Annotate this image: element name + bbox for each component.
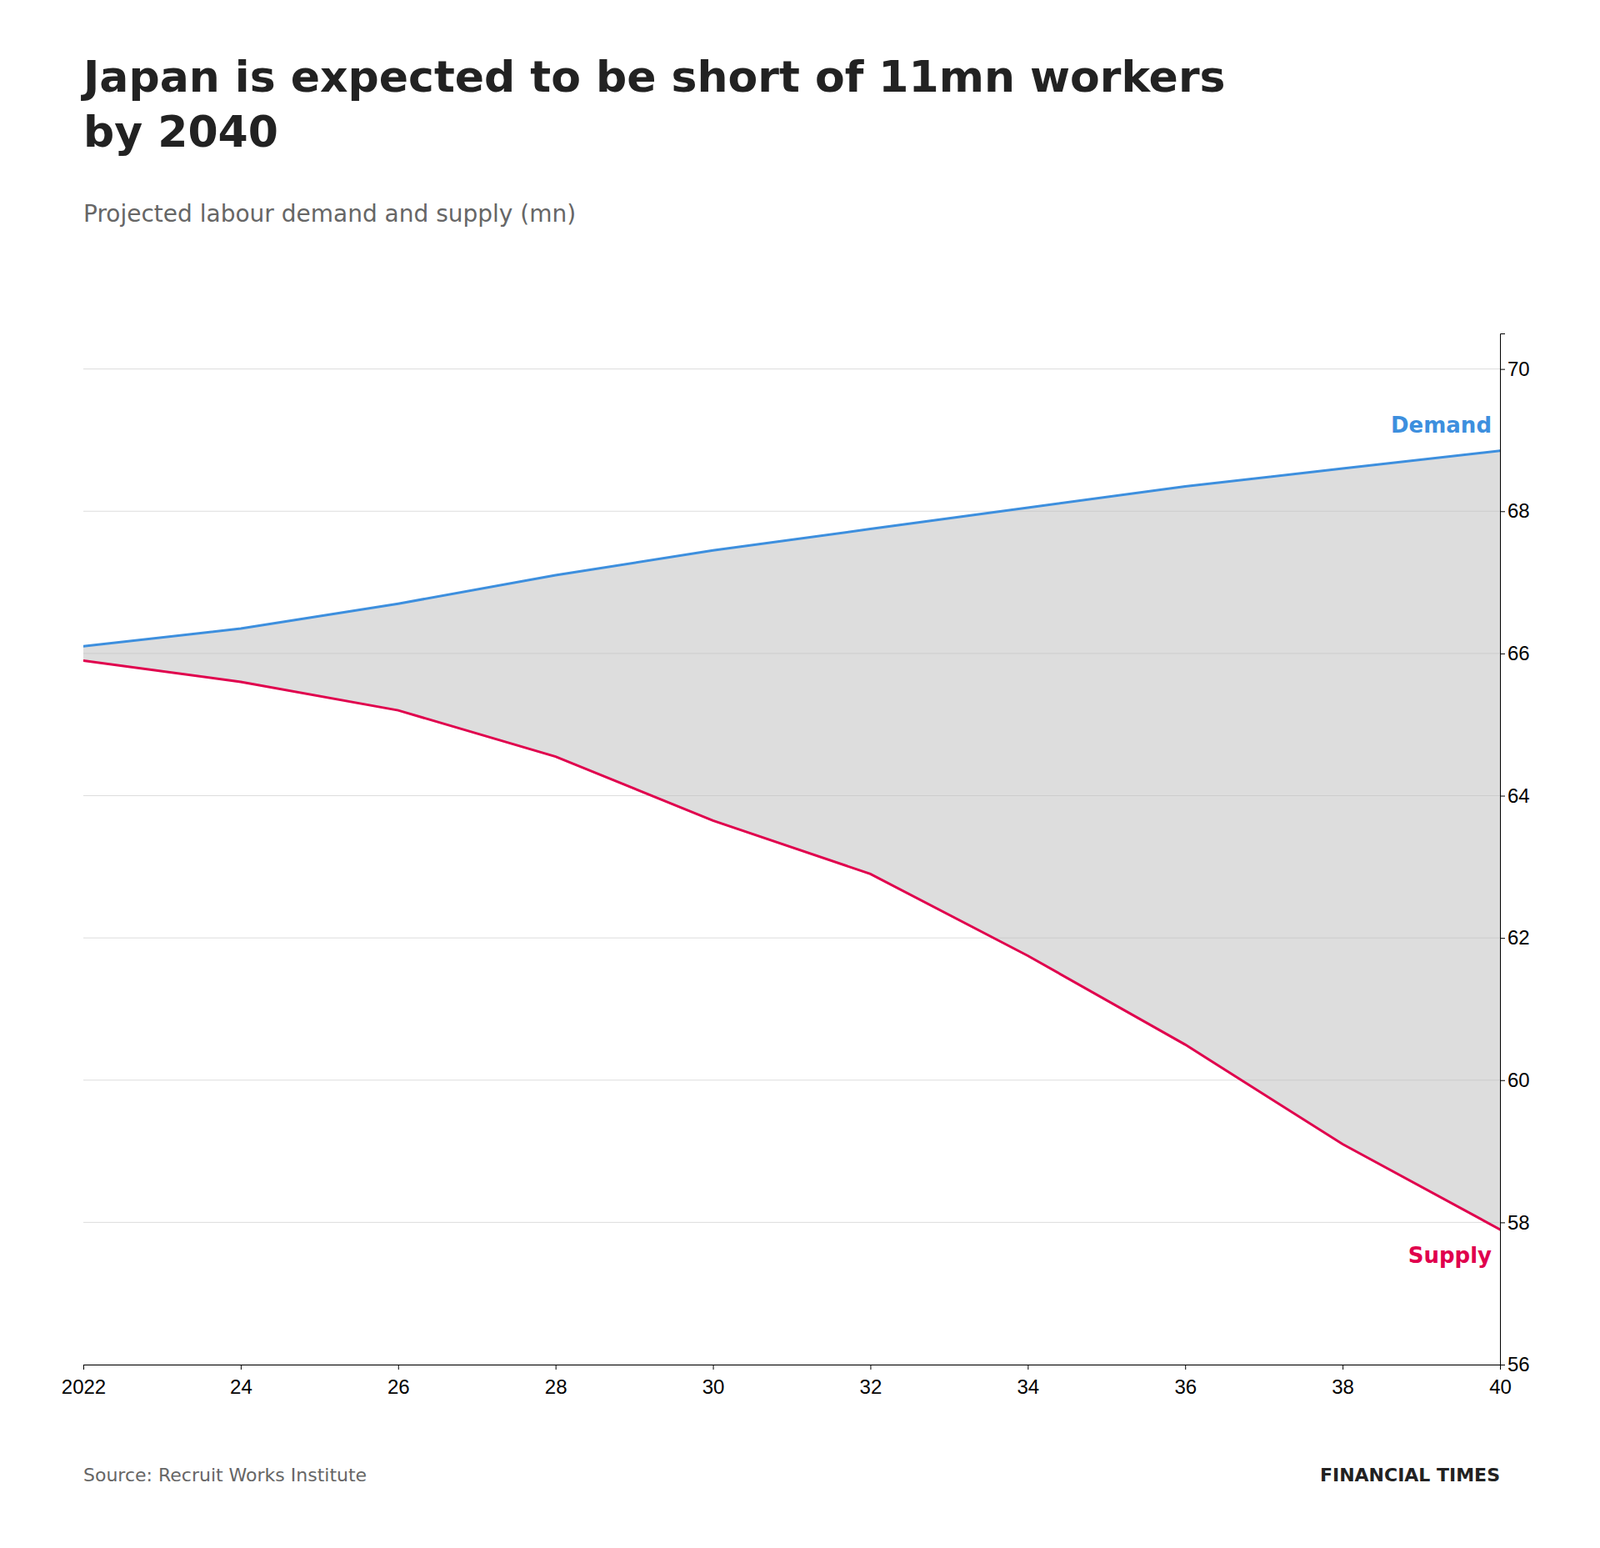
y-tick: 68 [1500, 499, 1530, 522]
x-tick-label: 24 [230, 1375, 253, 1398]
grid-line [83, 1221, 1500, 1223]
series-line [83, 660, 1500, 1229]
y-tick-mark [1500, 1080, 1505, 1081]
x-tick-mark [1027, 1364, 1029, 1370]
x-tick-mark [713, 1364, 715, 1370]
x-axis: 2022 24 26 28 30 32 34 36 38 40 [61, 1364, 1512, 1398]
y-tick: 62 [1500, 925, 1530, 949]
y-tick-label: 66 [1507, 641, 1530, 665]
y-tick-label: 56 [1507, 1352, 1530, 1375]
series-label: Supply [1408, 1242, 1492, 1268]
x-tick: 30 [702, 1364, 725, 1398]
x-tick-mark [83, 1364, 85, 1370]
y-tick-mark [1500, 795, 1505, 797]
marks [83, 450, 1500, 1230]
x-tick: 28 [545, 1364, 568, 1398]
y-tick-mark [1500, 510, 1505, 512]
y-tick: 60 [1500, 1068, 1530, 1091]
y-tick-mark [1500, 653, 1505, 655]
grid-line [83, 368, 1500, 370]
y-tick-label: 60 [1507, 1068, 1530, 1091]
x-tick-label: 38 [1331, 1375, 1355, 1398]
title-line: Japan is expected to be short of 11mn wo… [80, 51, 1225, 102]
y-tick: 70 [1500, 357, 1530, 380]
x-tick-label: 28 [545, 1375, 568, 1398]
x-tick-mark [398, 1364, 400, 1370]
subtitle: Projected labour demand and supply (mn) [83, 200, 576, 228]
x-tick-label: 32 [860, 1375, 883, 1398]
source: Source: Recruit Works Institute [83, 1464, 367, 1485]
y-axis: 56 58 60 62 64 66 68 70 [1500, 334, 1530, 1376]
x-tick: 32 [860, 1364, 883, 1398]
x-tick-label: 2022 [61, 1375, 106, 1398]
grid [83, 369, 1500, 1365]
x-tick-label: 34 [1016, 1375, 1040, 1398]
y-tick: 66 [1500, 641, 1530, 665]
y-tick-mark [1500, 369, 1505, 370]
y-tick-label: 70 [1507, 357, 1530, 380]
plot: 2022 24 26 28 30 32 34 36 38 4056 58 60 62 64 66 68 70 De… [61, 334, 1530, 1399]
chart: Japan is expected to be short of 11mn wo… [0, 0, 1600, 1548]
y-tick: 56 [1500, 1352, 1530, 1375]
x-tick-mark [870, 1364, 871, 1370]
x-tick-mark [240, 1364, 242, 1370]
x-tick-label: 36 [1174, 1375, 1197, 1398]
title: Japan is expected to be short of 11mn wo… [80, 51, 1225, 157]
x-tick-label: 26 [387, 1375, 410, 1398]
x-tick: 26 [387, 1364, 410, 1398]
series-line [83, 450, 1500, 647]
y-tick-label: 58 [1507, 1210, 1530, 1234]
y-tick-label: 64 [1507, 784, 1530, 807]
y-tick: 58 [1500, 1210, 1530, 1234]
y-tick-mark [1500, 937, 1505, 939]
series-labels: Demand Supply [1390, 412, 1492, 1268]
x-tick: 38 [1331, 1364, 1355, 1398]
x-tick: 24 [230, 1364, 253, 1398]
y-tick-mark [1500, 1221, 1505, 1223]
y-tick-label: 68 [1507, 499, 1530, 522]
x-tick-label: 30 [702, 1375, 725, 1398]
x-tick-label: 40 [1489, 1375, 1512, 1398]
y-tick-mark [1500, 1364, 1505, 1365]
x-tick: 34 [1016, 1364, 1040, 1398]
x-tick: 36 [1174, 1364, 1197, 1398]
x-tick-mark [1185, 1364, 1186, 1370]
x-tick-mark [1342, 1364, 1344, 1370]
y-tick: 64 [1500, 784, 1530, 807]
y-axis-line [1500, 334, 1506, 1365]
y-tick-label: 62 [1507, 925, 1530, 949]
branding: FINANCIAL TIMES [1320, 1464, 1500, 1485]
x-axis-line [84, 1365, 1501, 1370]
gap-area [83, 450, 1500, 1230]
x-tick: 2022 [61, 1364, 106, 1398]
title-line: by 2040 [83, 106, 279, 157]
series-label: Demand [1390, 412, 1492, 438]
x-tick-mark [555, 1364, 557, 1370]
